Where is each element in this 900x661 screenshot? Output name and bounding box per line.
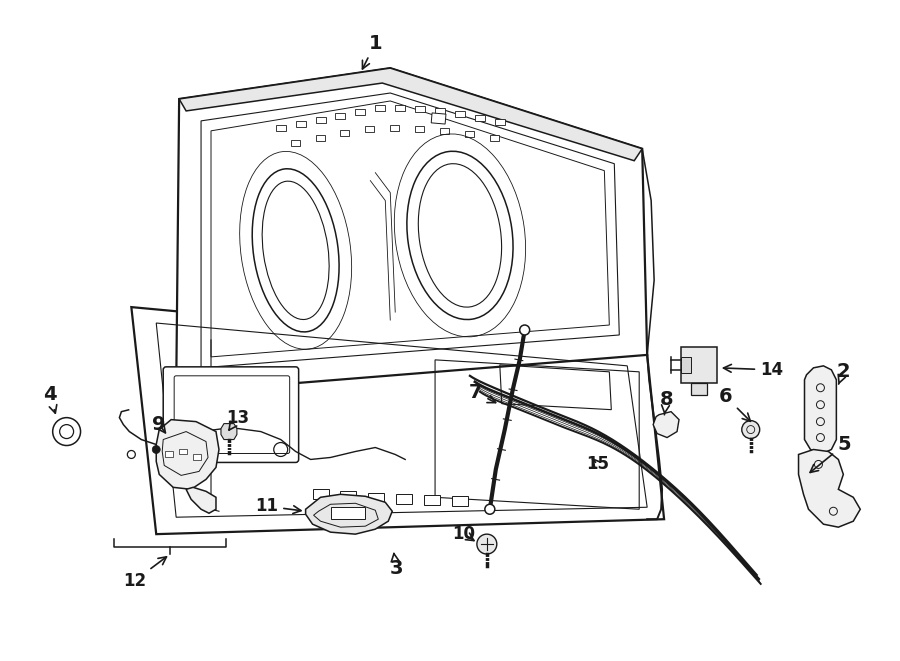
Bar — [291, 140, 300, 146]
Circle shape — [485, 504, 495, 514]
Bar — [340, 491, 356, 501]
Text: 8: 8 — [660, 390, 673, 414]
Bar — [336, 113, 346, 119]
Bar — [681, 357, 691, 373]
Circle shape — [53, 418, 81, 446]
Text: 3: 3 — [390, 553, 403, 578]
Polygon shape — [221, 424, 237, 440]
Bar — [296, 121, 306, 127]
Text: 7: 7 — [469, 383, 496, 403]
Text: 11: 11 — [256, 497, 301, 516]
Text: 6: 6 — [719, 387, 751, 421]
Bar — [465, 131, 474, 137]
Bar — [275, 125, 285, 131]
Polygon shape — [653, 412, 679, 438]
Bar — [316, 135, 325, 141]
Polygon shape — [179, 68, 643, 161]
Bar — [368, 493, 384, 503]
Bar — [356, 109, 365, 115]
Bar — [415, 106, 425, 112]
Text: 1: 1 — [363, 34, 382, 69]
Bar — [431, 113, 446, 124]
Bar — [340, 130, 349, 136]
Polygon shape — [805, 366, 836, 455]
Bar — [396, 494, 412, 504]
Text: 9: 9 — [152, 415, 166, 434]
Circle shape — [477, 534, 497, 554]
Text: 14: 14 — [724, 361, 783, 379]
Circle shape — [152, 446, 160, 453]
FancyBboxPatch shape — [163, 367, 299, 463]
Bar — [490, 135, 499, 141]
Polygon shape — [131, 307, 664, 534]
Bar — [166, 451, 173, 457]
Polygon shape — [798, 449, 860, 527]
Bar — [495, 119, 505, 125]
Polygon shape — [306, 494, 392, 534]
Polygon shape — [186, 487, 216, 513]
Bar — [194, 455, 201, 461]
Bar — [395, 105, 405, 111]
Text: 10: 10 — [453, 525, 475, 543]
Text: 5: 5 — [810, 435, 851, 473]
Polygon shape — [176, 68, 647, 393]
Circle shape — [742, 420, 760, 438]
Polygon shape — [157, 420, 219, 489]
Bar — [435, 108, 445, 114]
Bar — [179, 449, 187, 455]
Circle shape — [128, 451, 135, 459]
Bar — [452, 496, 468, 506]
Bar — [475, 115, 485, 121]
Text: 4: 4 — [43, 385, 57, 413]
Bar — [330, 507, 365, 519]
Text: 12: 12 — [122, 557, 166, 590]
Text: 15: 15 — [586, 455, 609, 473]
Bar — [375, 105, 385, 111]
Bar — [365, 126, 374, 132]
Bar — [415, 126, 424, 132]
Bar — [455, 111, 465, 117]
Bar — [424, 495, 440, 505]
Bar — [391, 125, 400, 131]
Text: 2: 2 — [836, 362, 850, 384]
FancyBboxPatch shape — [175, 376, 290, 453]
Circle shape — [519, 325, 530, 335]
Bar — [681, 347, 717, 383]
Bar — [440, 128, 449, 134]
Text: 13: 13 — [226, 408, 249, 430]
Bar — [312, 489, 328, 499]
Bar — [691, 383, 707, 395]
Bar — [316, 117, 326, 123]
